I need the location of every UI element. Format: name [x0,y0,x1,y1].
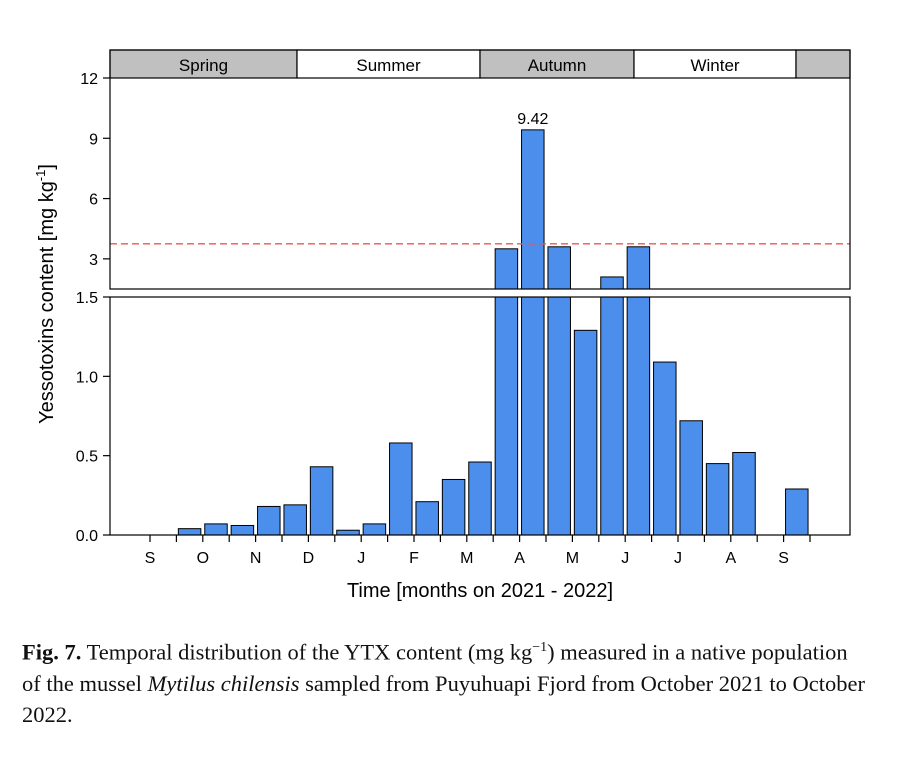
bar-lower [521,296,545,536]
species-name: Mytilus chilensis [147,670,300,696]
y-tick-label: 0.5 [76,449,98,466]
bar-lower [177,528,202,536]
bar-lower [705,463,730,536]
y-tick-label: 3 [89,252,98,269]
x-tick-label: M [460,550,473,567]
season-label: Summer [356,56,421,75]
caption-text-3: sampled from Puyuhuapi Fjord from Octobe… [22,670,865,727]
lower-panel-frame [109,296,851,536]
y-axis-title-main: Yessotoxins content [mg kg [36,181,58,424]
figure-label: Fig. 7. [22,639,82,665]
lower-panel-bars [177,296,809,536]
x-tick-label: D [303,550,315,567]
bar-lower [362,523,387,536]
season-label: Winter [690,56,739,75]
season-label: Autumn [528,56,587,75]
x-tick-label: J [357,550,365,567]
y-tick-label: 6 [89,192,98,209]
y-tick-label: 9 [89,131,98,148]
season-cell [296,49,481,79]
x-tick-label: M [566,550,579,567]
x-tick-label: F [409,550,419,567]
bar-lower [547,296,571,536]
peak-value-label: 9.42 [517,111,548,128]
upper-panel-frame [109,49,851,290]
bar-lower [494,296,519,536]
x-tick-label: J [674,550,682,567]
y-tick-label: 1.5 [76,290,98,307]
bar-lower [389,442,413,536]
season-band: Spring Summer Autumn Winter [109,49,851,79]
bar-lower [785,488,809,536]
caption-unit-exponent: −1 [532,640,548,655]
bar-upper [600,276,624,290]
bar-lower [573,329,598,536]
bar-lower [626,296,651,536]
bar-upper [547,246,571,290]
season-cell [795,49,851,79]
y-tick-label: 1.0 [76,369,98,386]
upper-panel-bars [494,129,651,290]
bar-upper [521,129,545,290]
bar-lower [732,451,756,536]
bar-lower [441,478,466,536]
y-tick-label: 0.0 [76,528,98,545]
y-axis-title-unit-exponent: -1 [33,170,48,182]
x-tick-label: S [778,550,789,567]
y-axis-ticks: 3 6 9 12 0.0 0.5 1.0 1.5 [76,71,110,545]
caption-text-1: Temporal distribution of the YTX content… [81,639,533,665]
x-tick-label: A [514,550,525,567]
x-tick-label: J [621,550,629,567]
y-axis-title: Yessotoxins content [mg kg-1] [33,164,58,424]
x-tick-label: N [250,550,262,567]
bar-lower [309,466,334,536]
x-tick-label: O [197,550,209,567]
bar-lower [283,504,307,536]
bar-upper [494,248,519,290]
bar-lower [600,296,624,536]
bar-lower [257,505,281,536]
bar-lower [415,501,439,536]
season-label: Spring [179,56,228,75]
y-axis-title-close: ] [36,164,58,170]
bar-lower [204,523,228,536]
bar-lower [336,529,360,536]
x-tick-label: S [145,550,156,567]
bar-upper [626,246,651,290]
y-tick-label: 12 [80,71,98,88]
x-axis-title: Time [months on 2021 - 2022] [347,580,613,602]
figure-caption: Fig. 7. Temporal distribution of the YTX… [22,632,872,730]
bar-lower [230,524,255,536]
caption-text-2: ) measured in a native population of the… [22,639,848,696]
bar-lower [679,420,703,536]
x-tick-label: A [725,550,736,567]
bar-lower [653,361,677,536]
ytx-bar-chart: Spring Summer Autumn Winter 3 6 9 12 0.0 0.5 1.0 1… [33,49,851,602]
bar-lower [468,461,492,536]
